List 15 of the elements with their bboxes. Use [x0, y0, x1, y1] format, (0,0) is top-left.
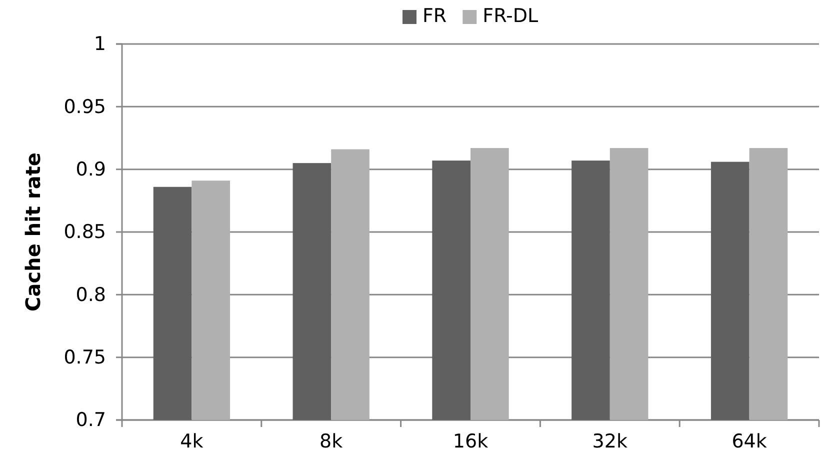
- y-tick-label: 0.75: [64, 346, 106, 368]
- y-tick-label: 0.85: [64, 221, 106, 244]
- x-tick-label: 64k: [732, 430, 767, 452]
- y-tick-label: 0.95: [64, 96, 106, 118]
- legend-label: FR: [422, 5, 447, 27]
- x-tick-label: 8k: [320, 430, 343, 452]
- legend-label: FR-DL: [482, 5, 538, 27]
- y-tick-label: 0.8: [76, 284, 106, 306]
- x-tick-label: 16k: [452, 430, 488, 452]
- x-tick-label: 4k: [180, 430, 204, 452]
- y-tick-label: 1: [94, 33, 106, 56]
- x-tick-label: 32k: [592, 430, 628, 452]
- y-axis-title: Cache hit rate: [21, 152, 45, 312]
- y-tick-label: 0.7: [76, 409, 106, 432]
- y-tick-label: 0.9: [76, 158, 106, 180]
